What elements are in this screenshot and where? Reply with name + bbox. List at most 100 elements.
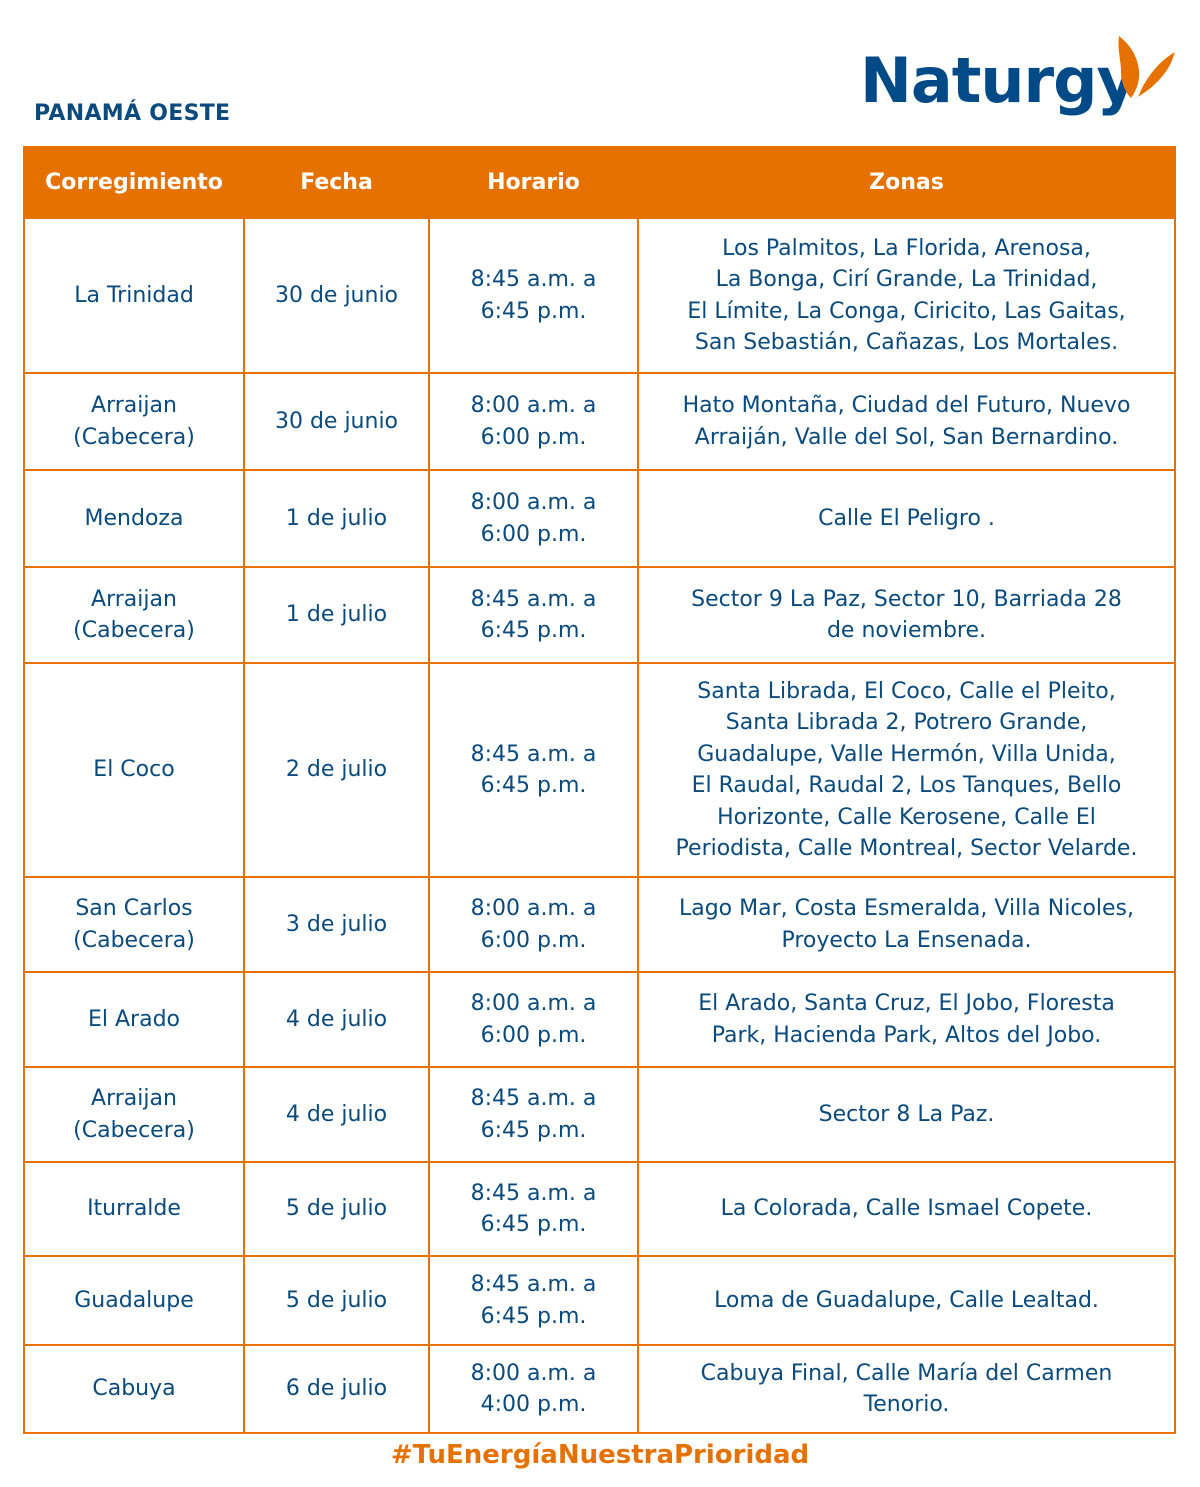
table-row: Arraijan (Cabecera) 4 de julio 8:45 a.m. a 6… [23,1066,1176,1163]
cell-horario: 8:00 a.m. a 6:00 p.m. [428,372,639,471]
cell-corregimiento-line: (Cabecera) [73,927,195,953]
cell-zonas-line: La Bonga, Cirí Grande, La Trinidad, [715,267,1098,292]
cell-zonas: Calle El Peligro . [637,469,1176,568]
butterfly-icon [1118,36,1175,98]
cell-zonas-line: El Arado, Santa Cruz, El Jobo, Floresta [698,991,1115,1016]
cell-zonas-line: Lago Mar, Costa Esmeralda, Villa Nicoles… [678,896,1135,921]
cell-corregimiento: Arraijan (Cabecera) [23,1066,245,1163]
table-row: Mendoza 1 de julio 8:00 a.m. a 6:00 p.m. Cal… [23,469,1176,568]
cell-horario: 8:45 a.m. a 6:45 p.m. [428,1066,639,1163]
naturgy-logo: Naturgy [860,36,1180,126]
cell-horario-line: 8:00 a.m. a [470,991,597,1016]
cell-zonas-line: Calle El Peligro . [818,505,995,531]
cell-corregimiento: Guadalupe [23,1255,245,1346]
cell-corregimiento: San Carlos (Cabecera) [23,876,245,973]
cell-fecha: 3 de julio [243,876,430,973]
cell-zonas-line: Sector 9 La Paz, Sector 10, Barriada 28 [691,586,1122,612]
table-row: Iturralde 5 de julio 8:45 a.m. a 6:45 p.m. L… [23,1161,1176,1257]
cell-corregimiento: El Coco [23,662,245,878]
cell-zonas-line: Guadalupe, Valle Hermón, Villa Unida, [697,741,1116,767]
cell-horario-line: 8:00 a.m. a [470,490,597,515]
cell-fecha: 1 de julio [243,566,430,664]
cell-corregimiento: El Arado [23,971,245,1068]
cell-zonas-line: Cabuya Final, Calle María del Carmen [700,1360,1113,1386]
cell-horario-line: 8:00 a.m. a [470,896,597,921]
cell-corregimiento-line: Arraijan [91,393,177,418]
cell-zonas-line: Tenorio. [863,1392,950,1417]
cell-zonas-line: El Límite, La Conga, Ciricito, Las Gaita… [687,298,1126,324]
table-row: El Arado 4 de julio 8:00 a.m. a 6:00 p.m. El… [23,971,1176,1068]
table-row: Cabuya 6 de julio 8:00 a.m. a 4:00 p.m. Cabu… [23,1344,1176,1434]
cell-horario: 8:45 a.m. a 6:45 p.m. [428,1161,639,1257]
cell-zonas-line: de noviembre. [826,618,987,643]
cell-zonas-line: Sector 8 La Paz. [818,1101,995,1127]
table-row: Guadalupe 5 de julio 8:45 a.m. a 6:45 p.m. L… [23,1255,1176,1346]
cell-zonas-line: Horizonte, Calle Kerosene, Calle El [717,804,1096,830]
cell-horario-line: 4:00 p.m. [480,1392,587,1417]
cell-corregimiento-line: Cabuya [92,1376,176,1402]
cell-horario-line: 6:45 p.m. [480,1212,587,1237]
cell-zonas-line: Santa Librada 2, Potrero Grande, [725,710,1088,735]
cell-horario-line: 6:45 p.m. [480,298,587,324]
cell-corregimiento-line: Arraijan [91,1086,177,1111]
cell-corregimiento-line: El Coco [93,757,175,783]
cell-zonas-line: La Colorada, Calle Ismael Copete. [720,1196,1093,1222]
cell-zonas-line: Arraiján, Valle del Sol, San Bernardino. [694,424,1119,450]
cell-horario-line: 6:45 p.m. [480,1303,587,1329]
cell-corregimiento-line: Mendoza [84,505,184,531]
cell-horario-line: 8:45 a.m. a [470,741,597,767]
cell-zonas: Los Palmitos, La Florida, Arenosa, La Bon… [637,217,1176,374]
cell-corregimiento: La Trinidad [23,217,245,374]
cell-horario-line: 6:00 p.m. [480,424,587,450]
cell-corregimiento-line: (Cabecera) [73,424,195,450]
cell-corregimiento-line: Arraijan [91,586,177,612]
cell-fecha: 1 de julio [243,469,430,568]
cell-horario-line: 6:00 p.m. [480,1022,587,1048]
cell-zonas-line: Hato Montaña, Ciudad del Futuro, Nuevo [682,393,1131,418]
cell-zonas: Sector 9 La Paz, Sector 10, Barriada 28 d… [637,566,1176,664]
cell-zonas: Cabuya Final, Calle María del Carmen Teno… [637,1344,1176,1434]
header-corregimiento: Corregimiento [23,146,245,219]
cell-horario: 8:00 a.m. a 4:00 p.m. [428,1344,639,1434]
cell-corregimiento-line: La Trinidad [74,282,194,308]
cell-corregimiento: Cabuya [23,1344,245,1434]
cell-horario-line: 8:45 a.m. a [470,1086,597,1111]
cell-corregimiento-line: El Arado [87,1006,180,1032]
cell-corregimiento: Mendoza [23,469,245,568]
cell-horario-line: 8:45 a.m. a [470,1272,597,1297]
header-fecha: Fecha [243,146,430,219]
cell-horario-line: 8:00 a.m. a [470,1360,597,1386]
table-row: San Carlos (Cabecera) 3 de julio 8:00 a.m. … [23,876,1176,973]
cell-horario-line: 6:00 p.m. [480,927,587,953]
schedule-table: Corregimiento Fecha Horario Zonas La Tri… [23,146,1176,1434]
header-horario: Horario [428,146,639,219]
region-title: PANAMÁ OESTE [34,101,231,126]
cell-horario: 8:00 a.m. a 6:00 p.m. [428,469,639,568]
cell-horario-line: 6:45 p.m. [480,773,587,798]
cell-zonas: El Arado, Santa Cruz, El Jobo, Floresta P… [637,971,1176,1068]
cell-fecha: 4 de julio [243,1066,430,1163]
table-row: Arraijan (Cabecera) 30 de junio 8:00 a.m. a… [23,372,1176,471]
cell-horario: 8:00 a.m. a 6:00 p.m. [428,971,639,1068]
cell-zonas: Loma de Guadalupe, Calle Lealtad. [637,1255,1176,1346]
cell-zonas-line: San Sebastián, Cañazas, Los Mortales. [694,330,1119,355]
cell-fecha: 4 de julio [243,971,430,1068]
cell-corregimiento: Iturralde [23,1161,245,1257]
cell-horario: 8:45 a.m. a 6:45 p.m. [428,1255,639,1346]
header-zonas: Zonas [637,146,1176,219]
cell-fecha: 30 de junio [243,217,430,374]
cell-zonas-line: Park, Hacienda Park, Altos del Jobo. [711,1022,1102,1048]
cell-zonas-line: Santa Librada, El Coco, Calle el Pleito, [697,678,1116,704]
table-row: El Coco 2 de julio 8:45 a.m. a 6:45 p.m. San… [23,662,1176,878]
table-row: Arraijan (Cabecera) 1 de julio 8:45 a.m. a 6… [23,566,1176,664]
cell-zonas-line: Los Palmitos, La Florida, Arenosa, [722,235,1091,261]
cell-corregimiento-line: (Cabecera) [73,1117,195,1143]
cell-horario: 8:00 a.m. a 6:00 p.m. [428,876,639,973]
hashtag: #TuEnergíaNuestraPrioridad [390,1440,810,1470]
table-header-row: Corregimiento Fecha Horario Zonas [23,146,1176,219]
cell-zonas-line: Loma de Guadalupe, Calle Lealtad. [714,1287,1099,1313]
cell-horario-line: 8:00 a.m. a [470,393,597,418]
table-row: La Trinidad 30 de junio 8:45 a.m. a 6:45 p.… [23,217,1176,374]
cell-fecha: 5 de julio [243,1255,430,1346]
cell-horario-line: 8:45 a.m. a [470,1180,597,1206]
